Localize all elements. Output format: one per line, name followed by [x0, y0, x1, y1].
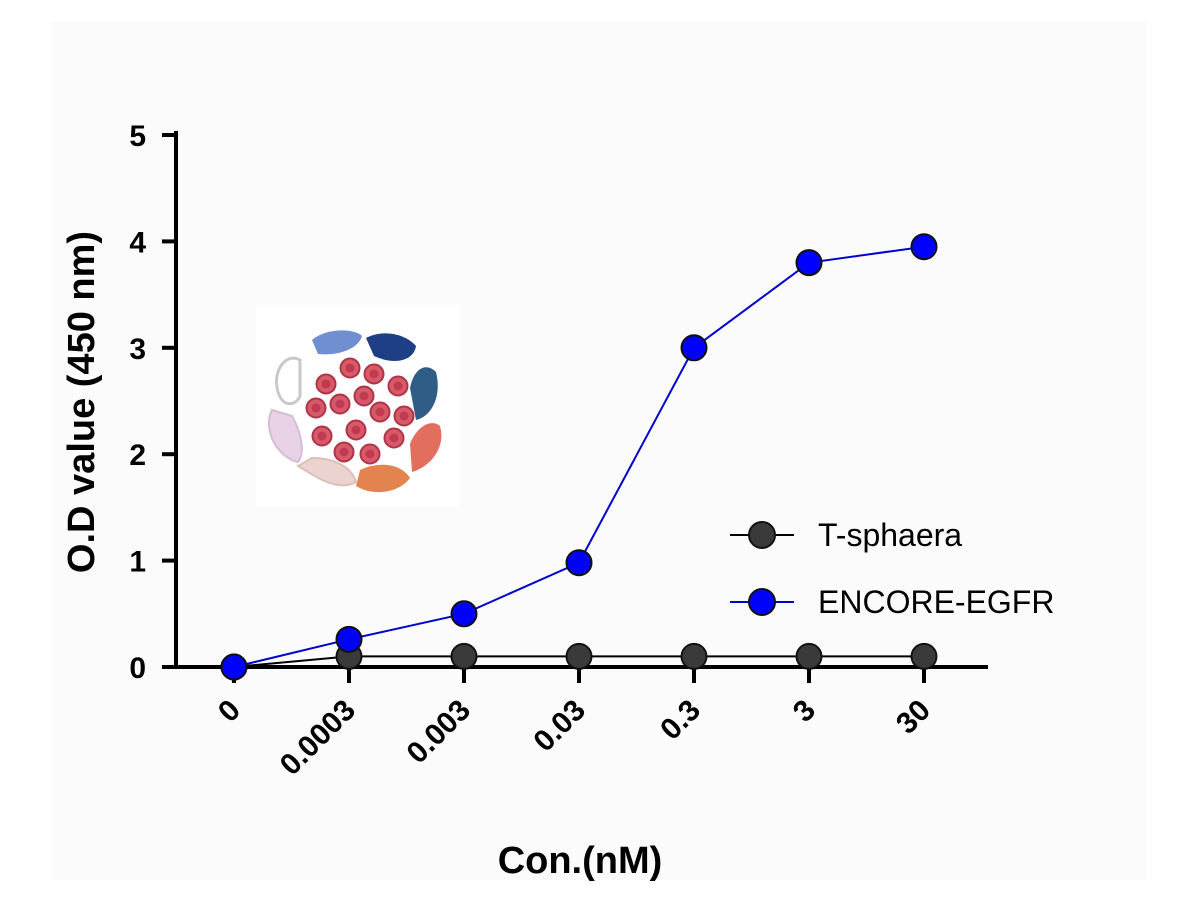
data-point-encore-egfr: [910, 233, 938, 261]
data-point-encore-egfr: [565, 549, 593, 577]
nanoparticle-cluster-icon: [256, 305, 460, 507]
x-axis-title: Con.(nM): [498, 840, 663, 882]
data-point-t-sphaera: [910, 642, 938, 670]
data-point-encore-egfr: [220, 653, 248, 681]
y-tick-label: 1: [129, 546, 146, 579]
y-tick-label: 4: [129, 226, 146, 259]
legend-marker-encore-egfr: [748, 588, 776, 616]
y-tick-label: 5: [129, 120, 146, 153]
chart-background: [52, 22, 1146, 880]
y-tick-label: 3: [129, 333, 146, 366]
legend-item-encore-egfr: ENCORE-EGFR: [730, 584, 1054, 620]
data-point-encore-egfr: [795, 249, 823, 277]
legend: T-sphaera ENCORE-EGFR: [730, 517, 1054, 620]
data-point-t-sphaera: [450, 642, 478, 670]
y-tick-label: 0: [129, 652, 146, 685]
legend-label-encore-egfr: ENCORE-EGFR: [818, 584, 1054, 620]
data-point-t-sphaera: [795, 642, 823, 670]
legend-item-t-sphaera: T-sphaera: [730, 517, 962, 553]
data-point-t-sphaera: [565, 642, 593, 670]
data-point-encore-egfr: [450, 600, 478, 628]
data-point-encore-egfr: [680, 334, 708, 362]
data-point-t-sphaera: [680, 642, 708, 670]
y-axis-title: O.D value (450 nm): [61, 231, 103, 573]
data-point-encore-egfr: [335, 625, 363, 653]
legend-marker-t-sphaera: [748, 521, 776, 549]
legend-label-t-sphaera: T-sphaera: [818, 517, 962, 553]
y-tick-label: 2: [129, 439, 146, 472]
series-layer: [220, 233, 938, 681]
